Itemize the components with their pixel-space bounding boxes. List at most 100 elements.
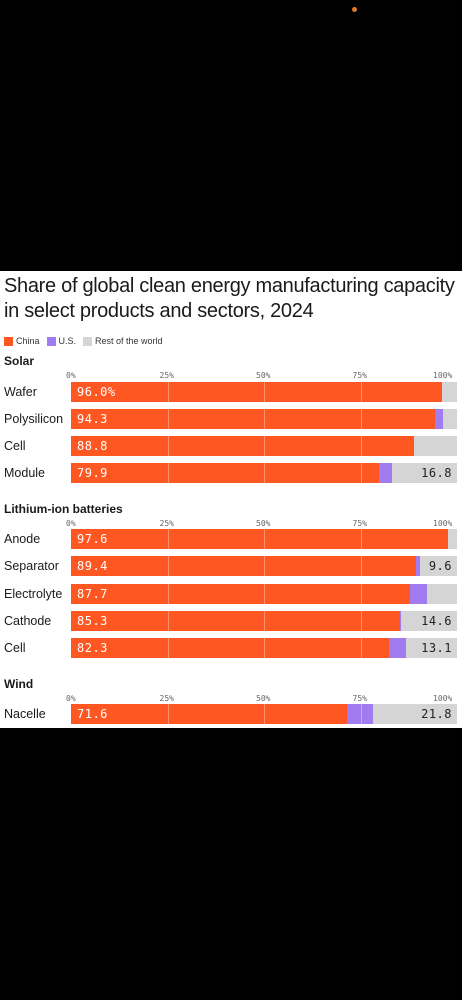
axis-tick-label: 25% <box>159 519 174 528</box>
section-title-wind: Wind <box>4 677 34 691</box>
row-label-module: Module <box>4 466 45 480</box>
bar-segment-china <box>71 436 415 456</box>
gridline <box>167 611 169 631</box>
data-label-china: 88.8 <box>77 439 108 453</box>
data-label-rest: 16.8 <box>421 466 452 480</box>
bar-segment-rest <box>413 436 458 456</box>
data-label-china: 79.9 <box>77 466 108 480</box>
bar-segment-us <box>379 463 393 483</box>
bar-segment-rest <box>400 611 458 631</box>
gridline <box>264 611 265 631</box>
data-label-china: 94.3 <box>77 412 108 426</box>
row-label-wafer: Wafer <box>4 385 37 399</box>
chart-legend: China U.S. Rest of the world <box>4 335 170 347</box>
gridline <box>167 382 169 402</box>
section-title-solar: Solar <box>4 354 35 368</box>
bar-segment-rest <box>372 704 458 724</box>
data-label-rest: 14.6 <box>421 614 452 628</box>
data-label-china: 82.3 <box>77 641 108 655</box>
bar-segment-china <box>71 382 443 402</box>
legend-swatch-us <box>46 336 56 346</box>
gridline <box>264 704 265 724</box>
bar-segment-us <box>416 556 421 576</box>
bar-segment-china <box>71 611 401 631</box>
bar-segment-rest <box>442 409 458 429</box>
axis-tick-label: 100% <box>433 519 453 528</box>
gridline <box>167 584 169 604</box>
data-label-china: 71.6 <box>77 707 108 721</box>
data-label-china: 96.0% <box>77 385 116 399</box>
legend-item-us: U.S. <box>46 336 77 346</box>
axis-tick-label: 75% <box>352 694 367 703</box>
bar-segment-us <box>347 704 374 724</box>
gridline <box>360 704 362 724</box>
gridline <box>360 463 362 483</box>
row-label-polysilicon: Polysilicon <box>4 412 64 426</box>
data-label-china: 87.7 <box>77 587 108 601</box>
row-label-anode: Anode <box>4 532 41 546</box>
axis-tick-label: 50% <box>256 694 271 703</box>
data-label-china: 97.6 <box>77 532 108 546</box>
gridline <box>167 463 169 483</box>
axis-tick-label: 100% <box>433 371 453 380</box>
gridline <box>360 382 362 402</box>
chart-card: Share of global clean energy manufacturi… <box>0 271 462 728</box>
row-label-separator: Separator <box>4 559 59 573</box>
bar-segment-rest <box>392 463 458 483</box>
bar-segment-china <box>71 584 411 604</box>
bar-segment-rest <box>419 556 458 576</box>
gridline <box>167 529 169 549</box>
gridline <box>264 584 265 604</box>
gridline <box>360 409 362 429</box>
gridline <box>264 463 265 483</box>
status-indicator-dot <box>352 7 357 12</box>
bar-segment-rest <box>406 638 458 658</box>
bar-segment-rest <box>447 529 458 549</box>
gridline <box>360 529 362 549</box>
data-label-rest: 9.6 <box>428 559 452 573</box>
gridline <box>360 638 362 658</box>
gridline <box>264 529 265 549</box>
gridline <box>167 638 169 658</box>
gridline <box>264 556 265 576</box>
bar-segment-rest <box>426 584 458 604</box>
axis-tick-label: 25% <box>159 371 174 380</box>
gridline <box>264 382 265 402</box>
gridline <box>264 638 265 658</box>
data-label-china: 85.3 <box>77 614 108 628</box>
gridline <box>167 704 169 724</box>
legend-label-us: U.S. <box>58 336 77 346</box>
data-label-rest: 21.8 <box>421 707 452 721</box>
row-label-cell: Cell <box>4 439 26 453</box>
row-label-cell: Cell <box>4 641 26 655</box>
data-label-china: 89.4 <box>77 559 108 573</box>
gridline <box>360 611 362 631</box>
gridline <box>167 409 169 429</box>
axis-tick-label: 75% <box>352 519 367 528</box>
legend-item-rest: Rest of the world <box>83 336 163 346</box>
data-label-rest: 13.1 <box>421 641 452 655</box>
bar-segment-us <box>388 638 407 658</box>
bar-segment-us <box>409 584 428 604</box>
gridline <box>264 436 265 456</box>
section-title-lithium-ion-batteries: Lithium-ion batteries <box>4 502 123 516</box>
bar-segment-china <box>71 409 436 429</box>
gridline <box>167 436 169 456</box>
chart-title: Share of global clean energy manufacturi… <box>4 275 455 322</box>
bar-segment-us <box>434 409 444 429</box>
legend-label-rest: Rest of the world <box>95 336 163 346</box>
legend-item-china: China <box>4 336 40 346</box>
gridline <box>360 584 362 604</box>
bar-segment-china <box>71 463 380 483</box>
axis-tick-label: 50% <box>256 519 271 528</box>
row-label-electrolyte: Electrolyte <box>4 587 63 601</box>
gridline <box>360 556 362 576</box>
axis-tick-label: 25% <box>159 694 174 703</box>
legend-swatch-china <box>4 336 13 346</box>
axis-tick-label: 0% <box>66 694 76 703</box>
axis-tick-label: 100% <box>433 694 453 703</box>
gridline <box>264 409 265 429</box>
legend-swatch-rest <box>83 336 93 346</box>
row-label-nacelle: Nacelle <box>4 707 46 721</box>
bar-segment-china <box>71 529 449 549</box>
